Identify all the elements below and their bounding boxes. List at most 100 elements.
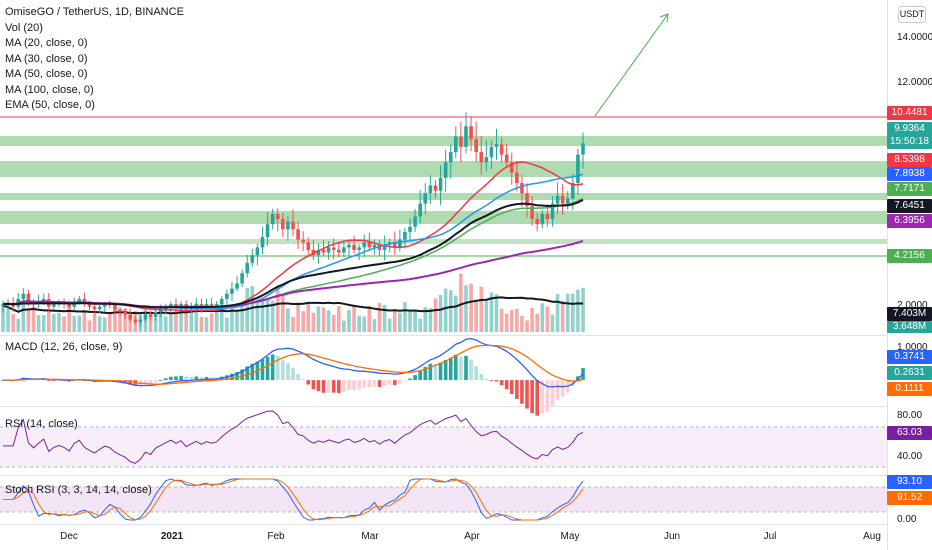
volume-bar [347,309,351,332]
volume-bar [550,314,555,332]
rsi-title[interactable]: RSI (14, close) [5,418,78,430]
macd-histogram-bar [143,380,148,385]
volume-bar [581,287,585,332]
candle-body [301,239,305,243]
candle-body [377,244,382,250]
macd-histogram-bar [296,373,300,381]
macd-histogram-bar [326,380,331,393]
volume-bar [214,306,219,332]
macd-histogram-bar [504,380,509,390]
candle-body [464,126,468,147]
macd-histogram-bar [153,380,158,382]
volume-bars [1,273,585,332]
legend-ema50[interactable]: EMA (50, close, 0) [5,99,95,111]
macd-histogram-bar [520,380,524,404]
candle-body [133,319,138,323]
volume-bar [6,308,10,332]
candle-body [530,206,534,220]
candle-body [179,304,183,307]
legend-vol[interactable]: Vol (20) [5,21,43,34]
volume-bar [530,307,534,332]
macd-histogram-bar [82,380,87,381]
candle-body [214,304,219,306]
macd-histogram-bar [148,380,153,384]
candle-body [21,293,26,299]
candle-body [148,314,153,317]
candle-body [153,311,158,317]
macd-histogram-bar [540,380,545,414]
legend-ma50[interactable]: MA (50, close, 0) [5,68,88,80]
candle-body [326,247,331,253]
macd-tag-line: 0.3741 [887,350,932,364]
macd-histogram-bar [52,380,56,381]
volume-bar [52,313,56,332]
volume-bar [281,294,285,332]
macd-histogram-bar [367,380,372,388]
macd-histogram-bar [184,376,188,381]
candle-body [347,244,351,248]
stoch-title[interactable]: Stoch RSI (3, 3, 14, 14, close) [5,484,152,496]
time-tick: Jun [663,531,681,542]
price-tag-ma50: 7.7171 [887,182,932,196]
candle-body [255,247,260,256]
candle-body [87,304,92,307]
volume-bar [11,314,15,332]
volume-bar [438,294,443,332]
volume-tag: 3.648M [887,321,932,333]
volume-bar [565,293,570,332]
macd-histogram-bar [479,373,484,381]
rsi-series [3,410,584,464]
volume-bar [331,314,336,332]
macd-histogram-bar [474,366,478,381]
candle-body [169,304,173,307]
macd-histogram-bar [240,369,244,381]
candle-body [102,304,107,307]
price-tag-ma100: 6.3956 [887,214,932,228]
candle-body [331,247,336,250]
volume-bar [235,311,239,332]
macd-histogram-bar [433,363,438,381]
macd-title[interactable]: MACD (12, 26, close, 9) [5,341,123,353]
macd-histogram-bar [347,380,351,391]
macd-histogram-bar [270,354,275,381]
volume-bar [265,299,270,332]
volume-bar [555,293,560,332]
legend-ma100[interactable]: MA (100, close, 0) [5,83,94,96]
candle-body [474,139,478,153]
candle-body [357,247,361,250]
symbol-title[interactable]: OmiseGO / TetherUS, 1D, BINANCE [5,6,184,18]
macd-histogram-bar [352,380,356,391]
candle-body [97,306,102,310]
candle-body [448,152,453,163]
macd-histogram-bar [428,363,433,381]
candle-body [240,273,244,284]
candle-body [494,144,499,147]
macd-histogram-bar [306,380,311,385]
volume-bar [520,316,524,332]
macd-histogram-bar [265,356,270,381]
volume-bar [321,307,326,332]
candle-body [138,319,143,323]
currency-button[interactable]: USDT [898,6,926,23]
indicator-legend: OmiseGO / TetherUS, 1D, BINANCE Vol (20)… [5,5,184,114]
projection-arrowhead [659,13,669,23]
rsi-axis-label: 40.00 [897,451,923,462]
volume-bar [479,286,484,332]
macd-tag-hist: 0.2631 [887,366,932,380]
macd-histogram-bar [301,379,305,381]
macd-histogram-bar [342,380,346,392]
candle-body [245,262,250,274]
macd-histogram-bar [499,380,504,386]
legend-ma30[interactable]: MA (30, close, 0) [5,52,88,65]
macd-histogram-bar [555,380,560,400]
macd-histogram-bar [413,375,417,381]
volume-bar [576,289,580,332]
volume-bar [474,300,478,332]
macd-histogram-bar [550,380,555,407]
legend-ma20[interactable]: MA (20, close, 0) [5,37,88,49]
volume-bar [357,315,361,332]
volume-bar [113,302,117,332]
rsi-band [0,427,887,467]
zone-band [0,161,887,177]
